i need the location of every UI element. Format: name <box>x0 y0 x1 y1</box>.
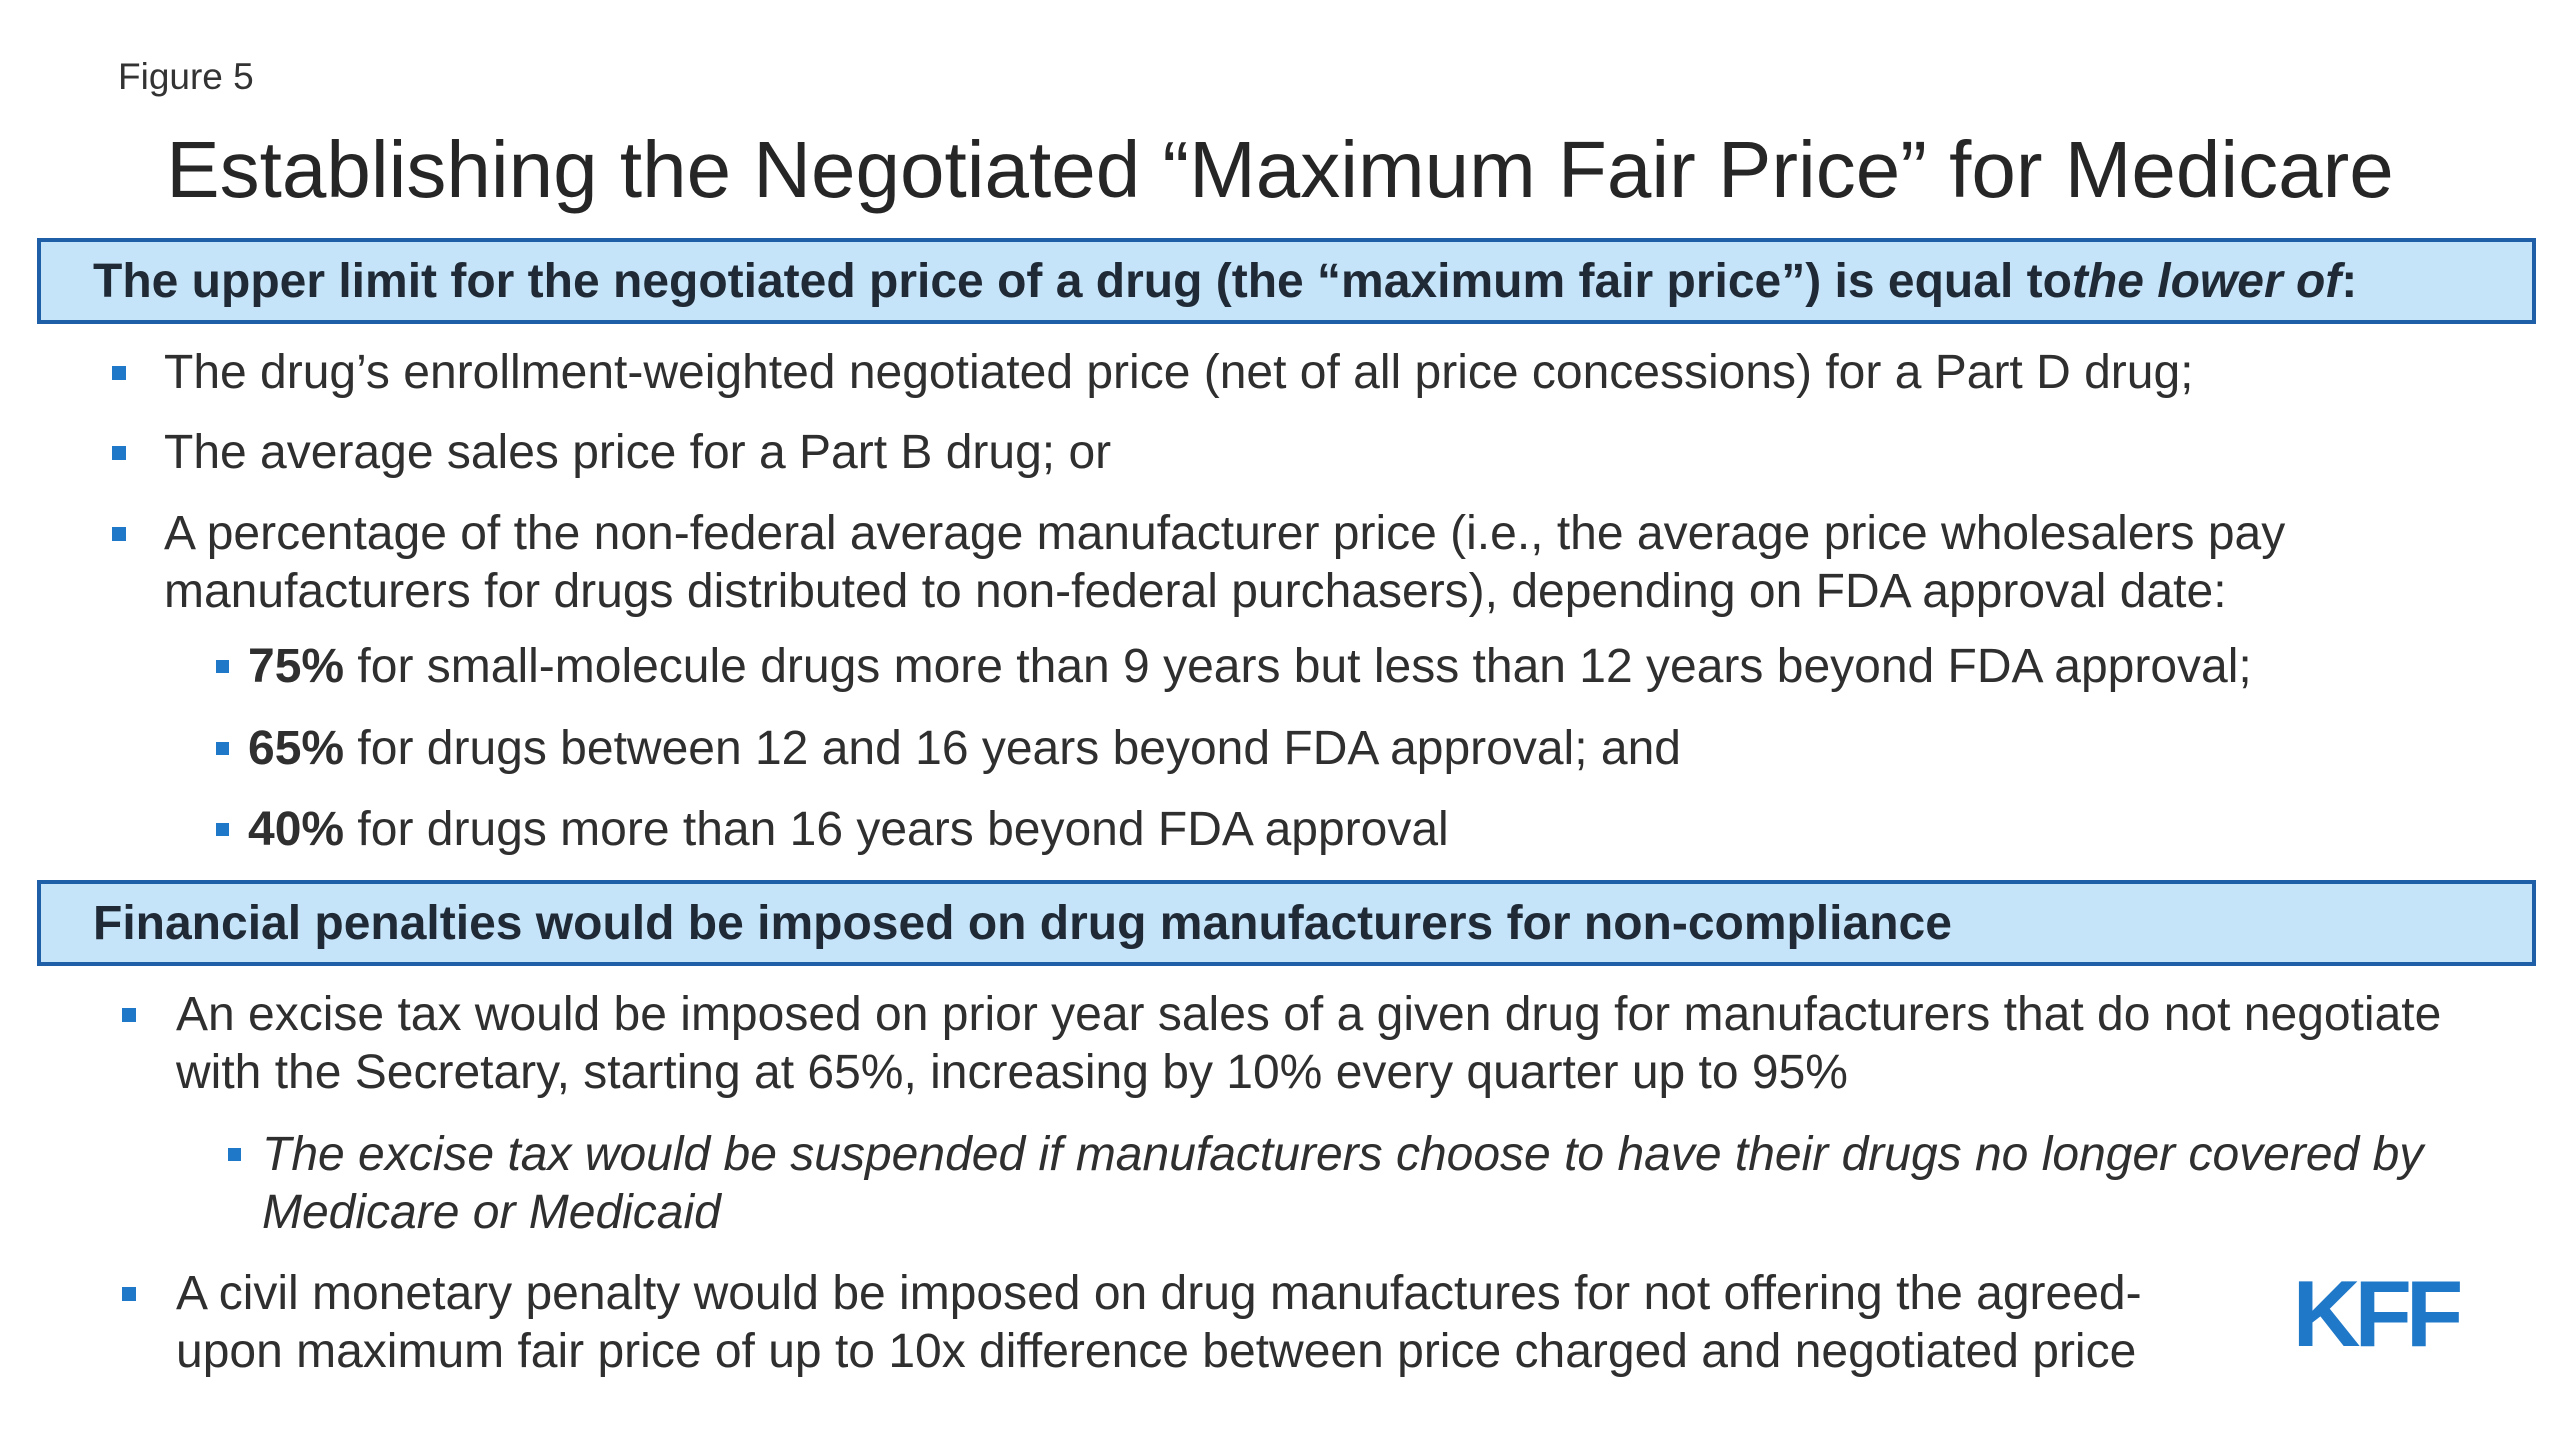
section-header-text: The upper limit for the negotiated price… <box>93 254 2072 308</box>
section-header-penalties: Financial penalties would be imposed on … <box>37 880 2536 966</box>
page-title: Establishing the Negotiated “Maximum Fai… <box>166 125 2394 214</box>
sub-list-item-text: 65% for drugs between 12 and 16 years be… <box>248 720 2416 778</box>
list-item: A civil monetary penalty would be impose… <box>122 1265 2242 1381</box>
percent-value: 40% <box>248 803 345 856</box>
sub-list-item: 65% for drugs between 12 and 16 years be… <box>216 720 2416 778</box>
sub-list-item: 40% for drugs more than 16 years beyond … <box>216 801 2416 859</box>
bullet-square-icon <box>112 446 126 460</box>
sub-list-item: 75% for small-molecule drugs more than 9… <box>216 638 2416 696</box>
logo-text: KFF <box>2293 1270 2460 1354</box>
list-item-text: A percentage of the non-federal average … <box>164 507 2286 618</box>
bullet-square-icon <box>228 1148 241 1161</box>
list-item-text: An excise tax would be imposed on prior … <box>176 988 2442 1099</box>
bullet-square-icon <box>216 660 229 673</box>
bullet-square-icon <box>122 1008 136 1022</box>
list-item: The average sales price for a Part B dru… <box>112 424 2412 482</box>
section-header-upper-limit: The upper limit for the negotiated price… <box>37 238 2536 324</box>
list-item-text: The average sales price for a Part B dru… <box>164 426 1112 479</box>
bullet-square-icon <box>112 366 126 380</box>
sub-list-item-body: for drugs more than 16 years beyond FDA … <box>344 803 1449 856</box>
sub-list-item-body: for small-molecule drugs more than 9 yea… <box>344 640 2252 693</box>
list-item: An excise tax would be imposed on prior … <box>122 986 2462 1102</box>
section-header-text: Financial penalties would be imposed on … <box>93 896 1952 950</box>
list-item-text: A civil monetary penalty would be impose… <box>176 1267 2142 1378</box>
bullet-square-icon <box>216 742 229 755</box>
bullet-square-icon <box>122 1287 136 1301</box>
bullet-square-icon <box>112 527 126 541</box>
kff-logo: KFF <box>2293 1270 2464 1354</box>
list-item-text: The drug’s enrollment-weighted negotiate… <box>164 346 2194 399</box>
list-item: A percentage of the non-federal average … <box>112 505 2412 621</box>
sub-list-item-text: 75% for small-molecule drugs more than 9… <box>248 638 2416 696</box>
figure-label: Figure 5 <box>118 56 254 97</box>
list-item: The drug’s enrollment-weighted negotiate… <box>112 344 2412 402</box>
percent-value: 65% <box>248 722 345 775</box>
section-header-colon: : <box>2341 254 2358 308</box>
sub-list-item-text: The excise tax would be suspended if man… <box>262 1128 2424 1239</box>
sub-list-item: The excise tax would be suspended if man… <box>228 1126 2468 1242</box>
sub-list-item-body: for drugs between 12 and 16 years beyond… <box>344 722 1681 775</box>
percent-value: 75% <box>248 640 345 693</box>
section-header-emphasis: the lower of <box>2071 254 2342 308</box>
sub-list-item-text: 40% for drugs more than 16 years beyond … <box>248 801 2416 859</box>
bullet-square-icon <box>216 823 229 836</box>
